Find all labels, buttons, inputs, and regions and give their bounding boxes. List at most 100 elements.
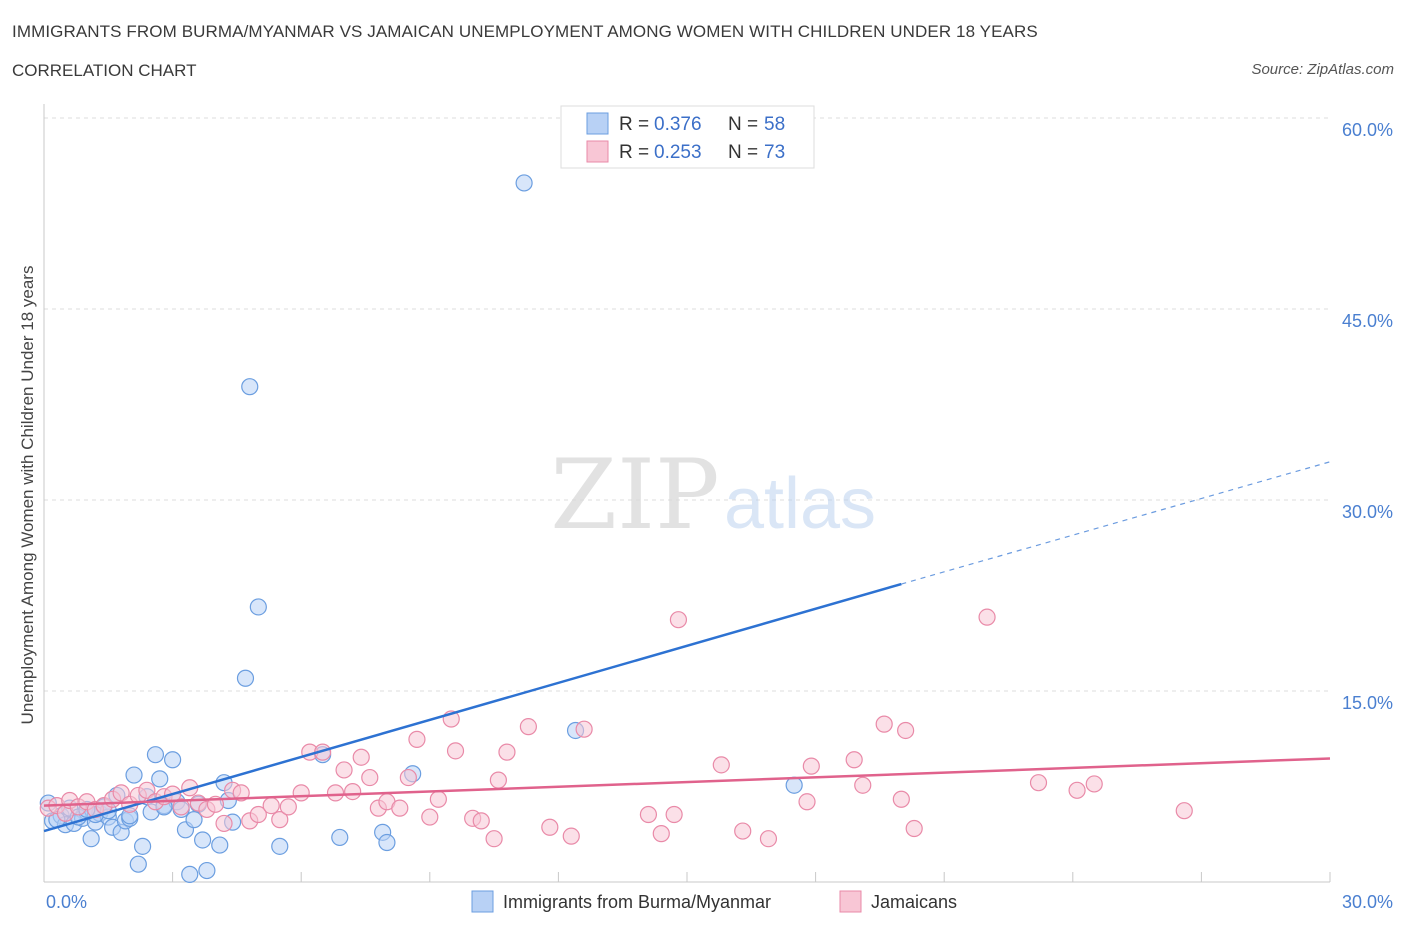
jamaican-point [759, 830, 778, 848]
jamaican-point [292, 784, 310, 802]
jamaican-point [232, 784, 250, 802]
jamaican-point [326, 784, 345, 802]
jamaican-point [905, 819, 923, 838]
x-tick-label: 30.0% [1342, 892, 1393, 912]
jamaican-point [172, 798, 190, 816]
jamaican-point [1175, 802, 1193, 820]
y-tick-label: 30.0% [1342, 502, 1393, 522]
jamaican-point [562, 827, 580, 845]
jamaican-point [669, 611, 688, 629]
burma-point [236, 669, 255, 687]
jamaican-point [408, 730, 426, 748]
jamaican-point [215, 814, 233, 833]
jamaican-point [734, 822, 752, 840]
chart-subtitle: CORRELATION CHART [12, 61, 197, 80]
jamaican-point [344, 782, 362, 801]
burma-point [785, 776, 803, 794]
burma-point [211, 836, 229, 854]
legend-n-label: N = [728, 142, 758, 163]
legend-swatch [586, 140, 609, 163]
burma-point [164, 751, 182, 769]
watermark: ZIP atlas [550, 439, 876, 551]
legend-r-label: R = [619, 114, 649, 135]
jamaican-point [1085, 775, 1103, 793]
y-tick-label: 60.0% [1342, 120, 1393, 140]
jamaican-point [1029, 774, 1048, 792]
legend-r-value: 0.376 [654, 114, 702, 135]
burma-trend-line [43, 582, 902, 833]
bottom-legend-label: Immigrants from Burma/Myanmar [503, 892, 771, 912]
bottom-legend: Immigrants from Burma/Myanmar Jamaicans [471, 890, 957, 913]
jamaican-point [352, 748, 370, 766]
jamaican-point [112, 784, 130, 802]
burma-point [249, 598, 267, 616]
source-credit: Source: ZipAtlas.com [1251, 61, 1394, 78]
burma-point [151, 770, 169, 788]
x-tick-label: 0.0% [46, 892, 87, 912]
jamaican-point [652, 825, 670, 843]
legend-r-value: 0.253 [654, 142, 702, 163]
jamaican-point [897, 721, 915, 740]
trend-lines [43, 461, 1331, 833]
bottom-legend-swatch [471, 890, 494, 913]
jamaican-point [875, 715, 893, 733]
jamaican-point [519, 718, 537, 736]
stats-legend: R = 0.376 N = 58 R = 0.253 N = 73 [560, 105, 815, 169]
jamaican-point [845, 751, 863, 769]
burma-point [331, 828, 349, 847]
jamaican-point [138, 781, 156, 799]
chart-title: IMMIGRANTS FROM BURMA/MYANMAR VS JAMAICA… [12, 22, 1038, 41]
jamaican-point [429, 790, 447, 808]
bottom-legend-swatch [839, 890, 862, 913]
burma-point [82, 830, 100, 848]
burma-point [129, 855, 147, 873]
data-points [39, 174, 1193, 883]
jamaican-point [498, 743, 516, 761]
jamaican-point [854, 776, 872, 794]
jamaican-point [472, 812, 490, 830]
jamaican-point [639, 805, 658, 824]
jamaican-point [1068, 781, 1086, 799]
jamaican-point [399, 768, 417, 787]
y-tick-label: 45.0% [1342, 311, 1393, 331]
jamaican-point [665, 805, 683, 824]
jamaican-point [978, 608, 996, 626]
burma-point [271, 837, 289, 855]
jamaican-point [249, 805, 267, 824]
y-axis-label: Unemployment Among Women with Children U… [18, 266, 37, 725]
jamaican-point [798, 793, 816, 811]
jamaican-point [391, 799, 409, 817]
y-tick-label: 15.0% [1342, 693, 1393, 713]
jamaican-point [271, 811, 289, 829]
jamaican-point [335, 761, 353, 779]
burma-point [198, 861, 216, 880]
burma-point [515, 174, 533, 192]
jamaican-point [712, 756, 730, 774]
legend-r-label: R = [619, 142, 649, 163]
burma-point [181, 865, 199, 883]
jamaican-point [421, 808, 439, 826]
watermark-atlas: atlas [724, 464, 876, 544]
jamaican-point [802, 757, 820, 775]
jamaican-trend-line [43, 757, 1331, 807]
jamaican-point [489, 771, 507, 789]
jamaican-point [541, 818, 559, 836]
bottom-legend-label: Jamaicans [871, 892, 957, 912]
jamaican-point [262, 796, 280, 815]
burma-point [125, 766, 143, 784]
burma-point [146, 746, 165, 764]
burma-point [194, 831, 212, 849]
legend-n-label: N = [728, 114, 758, 135]
jamaican-point [279, 798, 297, 816]
grid-lines [44, 117, 1330, 692]
jamaican-point [361, 768, 379, 787]
legend-n-value: 58 [764, 114, 785, 135]
burma-point [241, 378, 259, 396]
burma-point [133, 837, 152, 855]
jamaican-point [575, 720, 593, 738]
jamaican-point [892, 790, 910, 808]
burma-trend-extension [901, 461, 1331, 585]
jamaican-point [446, 742, 465, 760]
tick-labels: 15.0% 30.0% 45.0% 60.0% 0.0% 30.0% [46, 120, 1393, 912]
